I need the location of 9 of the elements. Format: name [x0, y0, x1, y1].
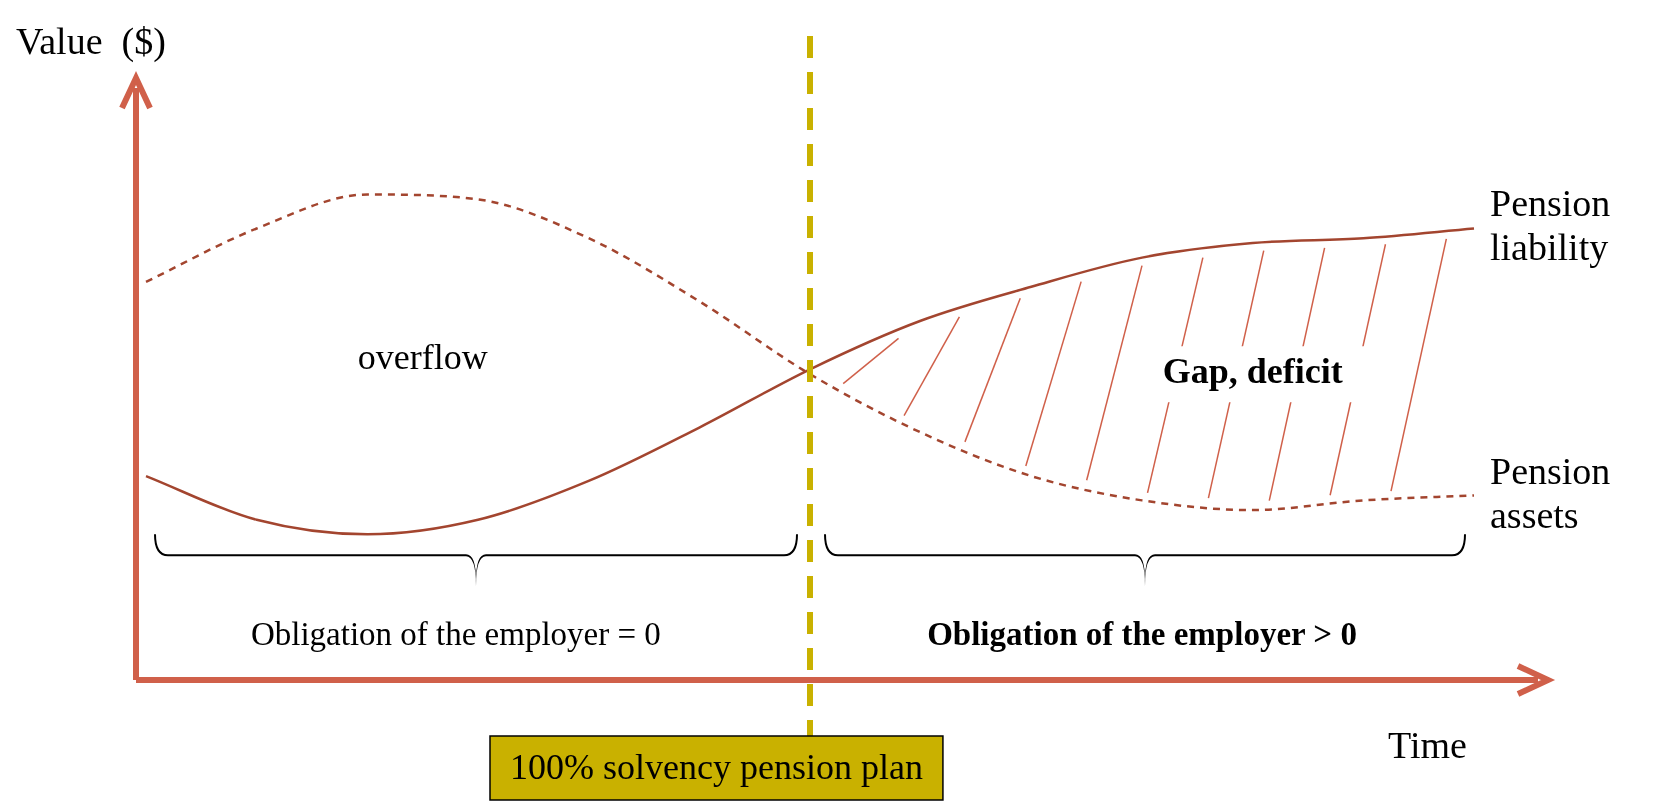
annotation: Obligation of the employer > 0: [927, 615, 1357, 652]
annotation: overflow: [357, 337, 488, 378]
x-axis-title: Time: [1388, 723, 1467, 766]
y-axis-title: Value ($): [16, 19, 166, 63]
annotation: Gap, deficit: [1162, 351, 1343, 392]
text: 100% solvency pension plan: [510, 747, 923, 788]
series-label: Pension liability: [1490, 182, 1611, 269]
series-label: Pension assets: [1490, 449, 1611, 536]
annotation: Obligation of the employer = 0: [250, 615, 661, 652]
